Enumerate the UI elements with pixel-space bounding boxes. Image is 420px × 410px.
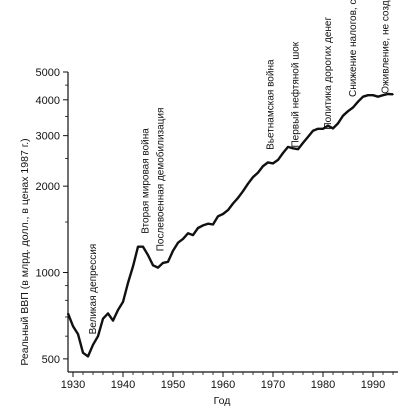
gdp-data-point bbox=[287, 146, 289, 148]
annotation-label: Оживление, не создающее занятость bbox=[381, 0, 392, 94]
y-axis-label: Реальный ВВП (в млрд. долл., в ценах 198… bbox=[19, 138, 31, 365]
gdp-data-point bbox=[77, 333, 79, 335]
gdp-data-point bbox=[202, 224, 204, 227]
chart-series bbox=[66, 92, 394, 358]
chart-axes bbox=[67, 72, 398, 373]
gdp-data-point bbox=[332, 127, 334, 130]
gdp-data-point bbox=[142, 245, 144, 248]
gdp-data-point bbox=[67, 312, 69, 315]
gdp-data-point bbox=[92, 344, 94, 346]
gdp-data-point bbox=[212, 223, 214, 226]
gdp-data-point bbox=[382, 94, 384, 96]
gdp-data-point bbox=[182, 238, 184, 240]
gdp-data-point bbox=[307, 136, 309, 138]
gdp-data-point bbox=[232, 202, 234, 205]
gdp-data-point bbox=[167, 261, 169, 263]
gdp-data-point bbox=[357, 100, 359, 103]
gdp-data-point bbox=[292, 147, 294, 150]
annotation-label: Первый нефтяной шок bbox=[290, 41, 302, 147]
gdp-data-point bbox=[297, 148, 299, 150]
x-tick-label: 1990 bbox=[361, 379, 385, 391]
gdp-data-point bbox=[192, 234, 194, 236]
gdp-data-point bbox=[377, 95, 379, 98]
gdp-data-point bbox=[217, 215, 219, 218]
y-tick-label: 1000 bbox=[36, 268, 60, 280]
annotation-label: Снижение налогов, стимулирующее сферу пр… bbox=[347, 0, 359, 97]
gdp-data-point bbox=[267, 161, 269, 164]
gdp-data-point bbox=[252, 176, 254, 178]
x-tick-label: 1930 bbox=[61, 379, 85, 391]
gdp-data-point bbox=[147, 254, 149, 256]
gdp-data-point bbox=[117, 309, 119, 311]
gdp-data-point bbox=[277, 159, 279, 161]
gdp-data-point bbox=[282, 152, 284, 154]
gdp-data-point bbox=[87, 355, 89, 358]
gdp-data-point bbox=[162, 262, 164, 264]
x-tick-label: 1960 bbox=[211, 379, 235, 391]
gdp-data-point bbox=[122, 301, 124, 303]
gdp-data-point bbox=[347, 110, 349, 112]
y-tick-label: 3000 bbox=[36, 131, 60, 143]
gdp-data-point bbox=[132, 265, 134, 268]
gdp-data-point bbox=[172, 250, 174, 252]
chart-annotations: Великая депрессия Вторая мировая война Пос… bbox=[88, 0, 392, 334]
gdp-data-point bbox=[152, 264, 154, 267]
gdp-data-point bbox=[207, 222, 209, 225]
x-tick-label: 1980 bbox=[311, 379, 335, 391]
gdp-data-point bbox=[257, 171, 259, 174]
annotation-label: Послевоенная демобилизация bbox=[155, 108, 167, 252]
gdp-data-point bbox=[327, 124, 329, 127]
gdp-data-point bbox=[362, 95, 364, 98]
gdp-data-point bbox=[82, 352, 84, 354]
gdp-data-point bbox=[302, 142, 304, 144]
y-tick-label: 500 bbox=[42, 354, 60, 366]
gdp-data-point bbox=[352, 106, 354, 109]
x-axis-label: Год bbox=[214, 395, 231, 407]
gdp-data-point bbox=[177, 241, 179, 244]
annotation-label: Великая депрессия bbox=[88, 244, 99, 335]
annotation-label: Вторая мировая война bbox=[141, 128, 152, 234]
gdp-data-point bbox=[242, 190, 244, 192]
annotation-label: Вьетнамская война bbox=[266, 59, 277, 150]
gdp-data-point bbox=[97, 335, 99, 338]
gdp-data-point bbox=[312, 130, 314, 132]
annotation-label: Политика дорогих денег bbox=[323, 17, 334, 130]
gdp-data-point bbox=[112, 319, 114, 322]
gdp-data-point bbox=[107, 312, 109, 315]
gdp-data-point bbox=[342, 114, 344, 117]
gdp-series-line bbox=[66, 92, 394, 358]
gdp-data-point bbox=[222, 213, 224, 215]
gdp-data-point bbox=[72, 325, 74, 328]
gdp-data-point bbox=[137, 245, 139, 248]
gdp-data-point bbox=[187, 232, 189, 235]
y-tick-label: 5000 bbox=[36, 67, 60, 79]
chart-ticks: 500 1000 2000 3000 4000 5000 1930 1940 1950 1960 1… bbox=[36, 67, 394, 391]
x-tick-label: 1970 bbox=[261, 379, 285, 391]
gdp-data-point bbox=[367, 94, 369, 96]
y-tick-label: 4000 bbox=[36, 95, 60, 107]
gdp-data-point bbox=[322, 128, 324, 130]
gdp-data-point bbox=[272, 162, 274, 165]
x-tick-label: 1940 bbox=[111, 379, 135, 391]
gdp-data-point bbox=[337, 122, 339, 125]
gdp-data-point bbox=[392, 93, 394, 96]
gdp-data-point bbox=[237, 197, 239, 199]
gdp-data-point bbox=[317, 128, 319, 130]
x-tick-label: 1950 bbox=[161, 379, 185, 391]
gdp-data-point bbox=[227, 209, 229, 211]
gdp-data-point bbox=[127, 282, 129, 284]
gdp-data-point bbox=[387, 93, 389, 95]
gdp-data-point bbox=[247, 182, 249, 185]
gdp-data-point bbox=[102, 317, 104, 320]
gdp-data-point bbox=[197, 227, 199, 229]
gdp-data-point bbox=[372, 94, 374, 96]
y-tick-label: 2000 bbox=[36, 181, 60, 193]
gdp-data-point bbox=[157, 266, 159, 269]
gdp-data-point bbox=[262, 165, 264, 167]
